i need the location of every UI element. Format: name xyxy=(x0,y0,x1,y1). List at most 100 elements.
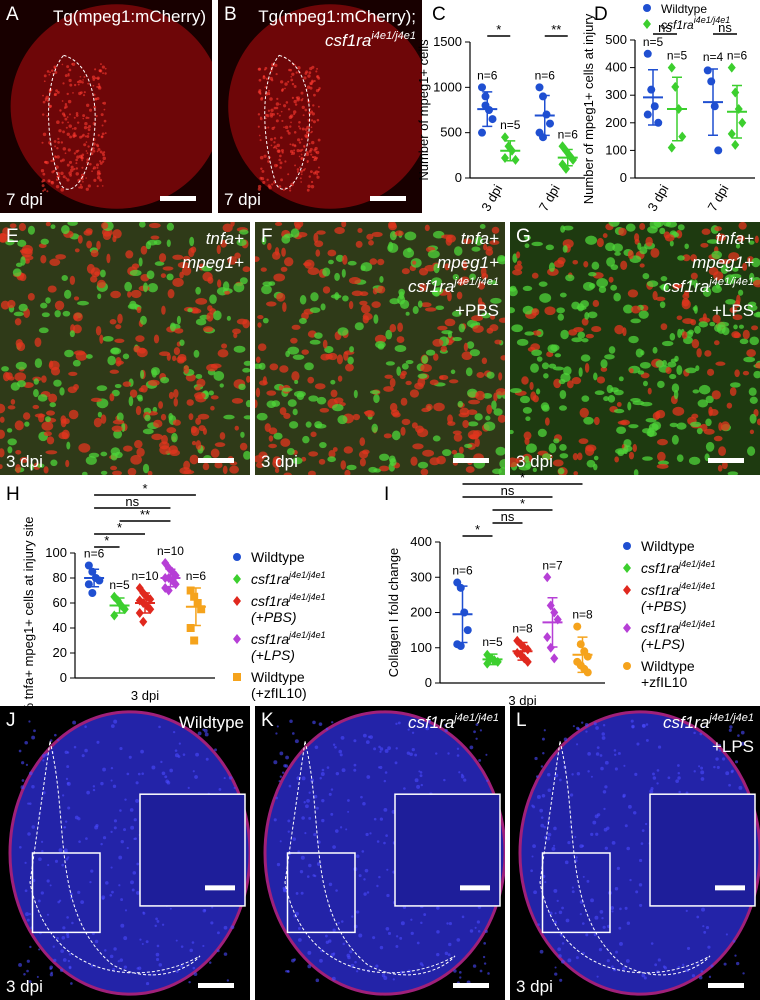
cell xyxy=(172,277,184,287)
cell xyxy=(656,463,669,469)
cell xyxy=(136,306,142,314)
nucleus xyxy=(112,967,116,971)
nucleus xyxy=(28,980,32,984)
cell xyxy=(109,393,115,402)
nucleus xyxy=(613,749,617,752)
nucleus xyxy=(129,808,134,812)
nucleus xyxy=(582,875,585,878)
cell xyxy=(450,369,456,375)
nucleus xyxy=(318,722,323,726)
nucleus xyxy=(549,911,553,916)
cell xyxy=(65,126,68,129)
cell xyxy=(432,435,441,442)
cell xyxy=(54,300,65,311)
nucleus xyxy=(571,886,574,889)
cell xyxy=(67,99,72,104)
cell xyxy=(279,365,289,373)
legend-name: csf1ra xyxy=(661,18,694,32)
cell xyxy=(85,141,88,143)
cell xyxy=(202,427,208,435)
legend-label: Wildtype xyxy=(641,658,695,674)
cell xyxy=(312,120,316,124)
nucleus xyxy=(84,748,88,753)
cell xyxy=(749,396,758,404)
cell xyxy=(281,119,284,123)
nucleus xyxy=(700,766,704,770)
cell xyxy=(635,348,644,358)
cell xyxy=(567,380,574,389)
nucleus xyxy=(29,945,32,949)
cell xyxy=(289,421,299,429)
cell xyxy=(530,363,539,373)
nucleus xyxy=(628,804,632,809)
nucleus xyxy=(645,723,649,726)
nucleus xyxy=(301,816,305,820)
cell xyxy=(310,130,313,133)
nucleus xyxy=(145,981,150,986)
cell xyxy=(579,407,589,418)
cell xyxy=(417,461,429,469)
cell xyxy=(270,144,273,147)
legend-label: Wildtype xyxy=(251,669,305,685)
cell xyxy=(234,252,241,259)
cell xyxy=(588,272,597,277)
legend-name: Wildtype xyxy=(641,538,695,554)
cell xyxy=(52,169,56,173)
cell xyxy=(472,430,483,437)
nucleus xyxy=(141,772,144,775)
cell xyxy=(275,106,279,110)
nucleus xyxy=(347,810,350,813)
nucleus xyxy=(379,747,384,751)
cell xyxy=(317,170,320,173)
cell xyxy=(718,446,727,457)
nucleus xyxy=(569,793,574,797)
cell xyxy=(246,375,250,383)
cell xyxy=(301,105,305,110)
nucleus xyxy=(362,801,366,806)
nucleus xyxy=(645,738,649,742)
y-axis-label: Number of mpeg1+ cells xyxy=(416,39,431,181)
cell xyxy=(698,384,711,395)
cell xyxy=(68,124,73,128)
cell xyxy=(73,350,86,356)
cell xyxy=(36,463,45,469)
nucleus xyxy=(279,775,282,778)
nucleus xyxy=(435,752,438,755)
cell xyxy=(447,291,452,302)
nucleus xyxy=(42,759,45,762)
cell xyxy=(86,158,90,162)
cell xyxy=(43,466,49,474)
nucleus xyxy=(337,921,340,925)
nucleus xyxy=(74,815,79,820)
cell xyxy=(412,260,417,265)
cell xyxy=(475,390,485,401)
nucleus xyxy=(332,845,336,849)
cell xyxy=(733,324,738,330)
nucleus xyxy=(641,829,645,833)
nucleus xyxy=(595,726,599,730)
cell xyxy=(594,390,605,396)
cell xyxy=(80,91,83,95)
nucleus xyxy=(456,938,461,942)
nucleus xyxy=(118,884,121,887)
nucleus xyxy=(66,916,69,919)
cell xyxy=(571,337,583,343)
cell xyxy=(748,240,755,245)
nucleus xyxy=(156,919,160,923)
cell xyxy=(94,97,98,101)
cell xyxy=(280,110,283,113)
data-point xyxy=(667,142,676,153)
nucleus xyxy=(453,969,457,973)
nucleus xyxy=(66,932,70,936)
cell xyxy=(55,178,59,182)
nucleus xyxy=(419,774,423,778)
nucleus xyxy=(446,922,449,925)
cell xyxy=(41,141,44,144)
cell xyxy=(412,306,419,315)
cell xyxy=(305,70,309,74)
cell xyxy=(623,304,634,314)
cell xyxy=(60,171,64,176)
data-point xyxy=(233,634,241,644)
nucleus xyxy=(625,959,630,963)
nucleus xyxy=(386,893,390,898)
